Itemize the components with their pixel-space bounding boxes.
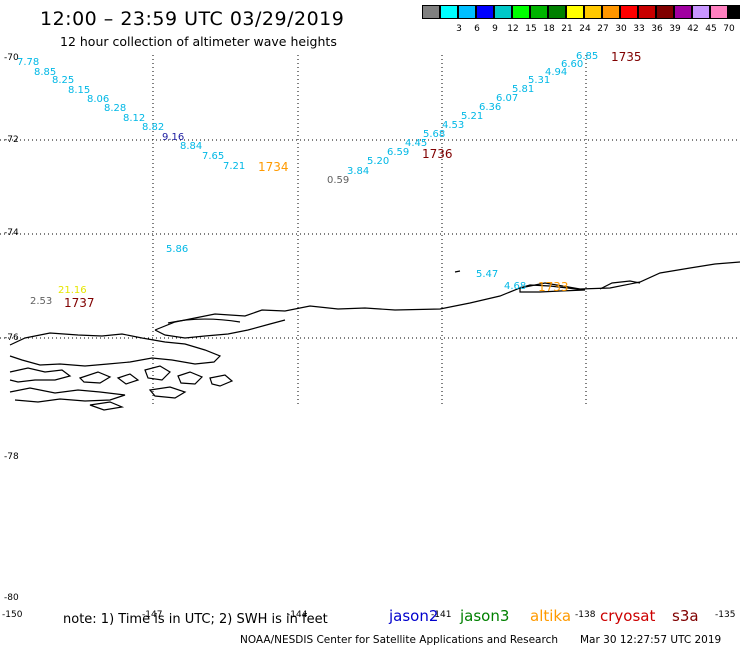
legend-label: 45 — [705, 24, 717, 34]
swh-observation: 8.82 — [142, 122, 165, 133]
legend-color-box — [710, 5, 728, 19]
lon-label: -141 — [431, 610, 452, 620]
swh-observation: 6.85 — [576, 51, 599, 62]
generated-timestamp: Mar 30 12:27:57 UTC 2019 — [580, 634, 722, 646]
coastline — [9, 261, 740, 411]
swh-observation: 9.16 — [162, 132, 185, 143]
swh-observation: 8.15 — [68, 85, 91, 96]
legend-color-box — [476, 5, 494, 19]
credit-line: NOAA/NESDIS Center for Satellite Applica… — [240, 634, 558, 646]
legend-label: 27 — [597, 24, 609, 34]
swh-observation: 6.07 — [496, 93, 519, 104]
lat-label: -76 — [4, 333, 19, 343]
lat-label: -70 — [4, 53, 19, 63]
swh-observation: 5.86 — [166, 244, 189, 255]
swh-observation: 8.85 — [34, 67, 57, 78]
swh-observation: 2.53 — [30, 296, 53, 307]
legend-label: 12 — [507, 24, 519, 34]
pass-time-label: 1733 — [538, 280, 569, 294]
legend-color-box — [566, 5, 584, 19]
pass-time-label: 1737 — [64, 296, 95, 310]
pass-time-label: 1736 — [422, 147, 453, 161]
swh-observation: 7.65 — [202, 151, 225, 162]
swh-observation: 8.25 — [52, 75, 75, 86]
legend-label: 6 — [474, 24, 480, 34]
swh-observation: 6.59 — [387, 147, 410, 158]
lon-label: -144 — [287, 610, 308, 620]
legend-label: 70 — [723, 24, 735, 34]
mission-label-altika: altika — [530, 607, 572, 625]
lon-label: -138 — [575, 610, 596, 620]
swh-observation: 6.60 — [561, 59, 584, 70]
legend-color-box — [728, 5, 740, 19]
legend-color-box — [458, 5, 476, 19]
swh-observation: 7.21 — [223, 161, 246, 172]
legend-label: 42 — [687, 24, 699, 34]
graticule — [0, 55, 740, 405]
legend-label: 39 — [669, 24, 681, 34]
swh-observation: 0.59 — [327, 175, 350, 186]
swh-observation: 7.78 — [17, 57, 40, 68]
legend-color-box — [674, 5, 692, 19]
swh-observation: 8.06 — [87, 94, 110, 105]
lon-label: -150 — [2, 610, 23, 620]
swh-observation: 4.94 — [545, 67, 568, 78]
legend-color-box — [638, 5, 656, 19]
legend-color-box — [494, 5, 512, 19]
lon-label: -135 — [715, 610, 736, 620]
swh-observation: 5.81 — [512, 84, 535, 95]
lat-label: -72 — [4, 135, 19, 145]
swh-observation: 5.68 — [423, 129, 446, 140]
legend-label: 3 — [456, 24, 462, 34]
legend-color-box — [584, 5, 602, 19]
swh-observation: 4.68 — [504, 281, 527, 292]
swh-observation: 6.36 — [479, 102, 502, 113]
pass-time-label: 1734 — [258, 160, 289, 174]
legend-color-box — [530, 5, 548, 19]
pass-time-label: 1735 — [611, 50, 642, 64]
swh-observation: 8.28 — [104, 103, 127, 114]
lon-label: -147 — [142, 610, 163, 620]
swh-observation: 5.21 — [461, 111, 484, 122]
legend-label: 9 — [492, 24, 498, 34]
legend-label: 15 — [525, 24, 537, 34]
legend-color-box — [602, 5, 620, 19]
swh-observation: 5.31 — [528, 75, 551, 86]
legend-color-box — [620, 5, 638, 19]
mission-label-cryosat: cryosat — [600, 607, 656, 625]
legend-color-box — [512, 5, 530, 19]
legend-color-box — [422, 5, 440, 19]
legend-color-box — [440, 5, 458, 19]
swh-observation: 8.12 — [123, 113, 146, 124]
footer-note: note: 1) Time is in UTC; 2) SWH is in fe… — [63, 612, 328, 627]
legend-label: 24 — [579, 24, 591, 34]
lat-label: -74 — [4, 228, 19, 238]
legend-label: 36 — [651, 24, 663, 34]
legend-color-box — [548, 5, 566, 19]
mission-label-s3a: s3a — [672, 607, 699, 625]
legend-label: 21 — [561, 24, 573, 34]
swh-observation: 8.84 — [180, 141, 203, 152]
swh-observation: 5.47 — [476, 269, 499, 280]
map-title: 12:00 – 23:59 UTC 03/29/2019 — [40, 8, 345, 30]
lat-label: -78 — [4, 452, 19, 462]
swh-observation: 5.20 — [367, 156, 390, 167]
swh-observation: 4.53 — [442, 120, 465, 131]
map-subtitle: 12 hour collection of altimeter wave hei… — [60, 34, 337, 49]
mission-label-jason3: jason3 — [460, 607, 510, 625]
swh-observation: 4.45 — [405, 138, 428, 149]
legend-label: 30 — [615, 24, 627, 34]
swh-observation: 3.84 — [347, 166, 370, 177]
legend-color-box — [692, 5, 710, 19]
legend-label: 33 — [633, 24, 645, 34]
lat-label: -80 — [4, 593, 19, 603]
mission-label-jason2: jason2 — [389, 607, 439, 625]
legend-label: 18 — [543, 24, 555, 34]
swh-observation: 21.16 — [58, 285, 87, 296]
legend-color-box — [656, 5, 674, 19]
